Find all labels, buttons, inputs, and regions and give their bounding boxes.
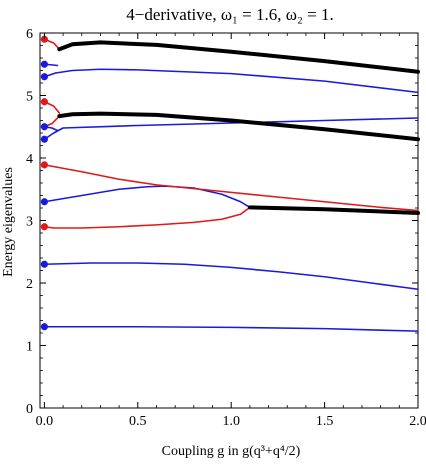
x-tick-label-4: 1.5 (316, 414, 334, 429)
marker-layer (40, 35, 48, 331)
x-tick-label-1: 0.0 (36, 414, 54, 429)
series-line-4 (43, 164, 419, 212)
x-tick-label-3: 1.0 (222, 414, 240, 429)
start-point-6 (40, 135, 48, 143)
start-point-5 (40, 161, 48, 169)
series-layer (43, 38, 420, 332)
y-tick-label-7: 6 (26, 27, 33, 42)
start-point-10 (40, 60, 48, 68)
x-axis-label: Coupling g in g(q³+q⁴/2) (162, 444, 301, 459)
y-tick-label-6: 5 (26, 90, 33, 105)
series-line-11 (57, 111, 420, 142)
y-tick-label-5: 4 (26, 152, 33, 167)
start-point-7 (40, 123, 48, 131)
start-point-3 (40, 223, 48, 231)
y-tick-label-2: 1 (26, 340, 33, 355)
start-point-1 (40, 323, 48, 331)
series-line-3 (43, 185, 251, 209)
series-line-12 (43, 68, 419, 94)
series-line-6 (247, 205, 420, 215)
chart-title: 4−derivative, ω₁ = 1.6, ω₂ = 1. (126, 5, 333, 24)
y-tick-label-4: 3 (26, 215, 33, 230)
start-point-4 (40, 198, 48, 206)
y-tick-label-3: 2 (26, 277, 33, 292)
y-tick-label-1: 0 (26, 402, 33, 417)
series-line-7 (43, 117, 419, 141)
plot-frame (39, 32, 419, 409)
y-axis-label: Energy eigenvalues (1, 167, 16, 277)
series-line-1 (43, 325, 419, 332)
series-line-15 (57, 40, 420, 74)
series-line-2 (43, 262, 419, 291)
x-tick-label-2: 0.5 (129, 414, 147, 429)
start-point-9 (40, 73, 48, 81)
x-tick-label-5: 2.0 (409, 414, 426, 429)
start-point-8 (40, 98, 48, 106)
series-line-5 (43, 206, 251, 229)
axis-layer: 0.0 0.5 1.0 1.5 2.0 0 1 2 3 4 5 6 (26, 27, 426, 429)
start-point-2 (40, 260, 48, 268)
start-point-11 (40, 35, 48, 43)
